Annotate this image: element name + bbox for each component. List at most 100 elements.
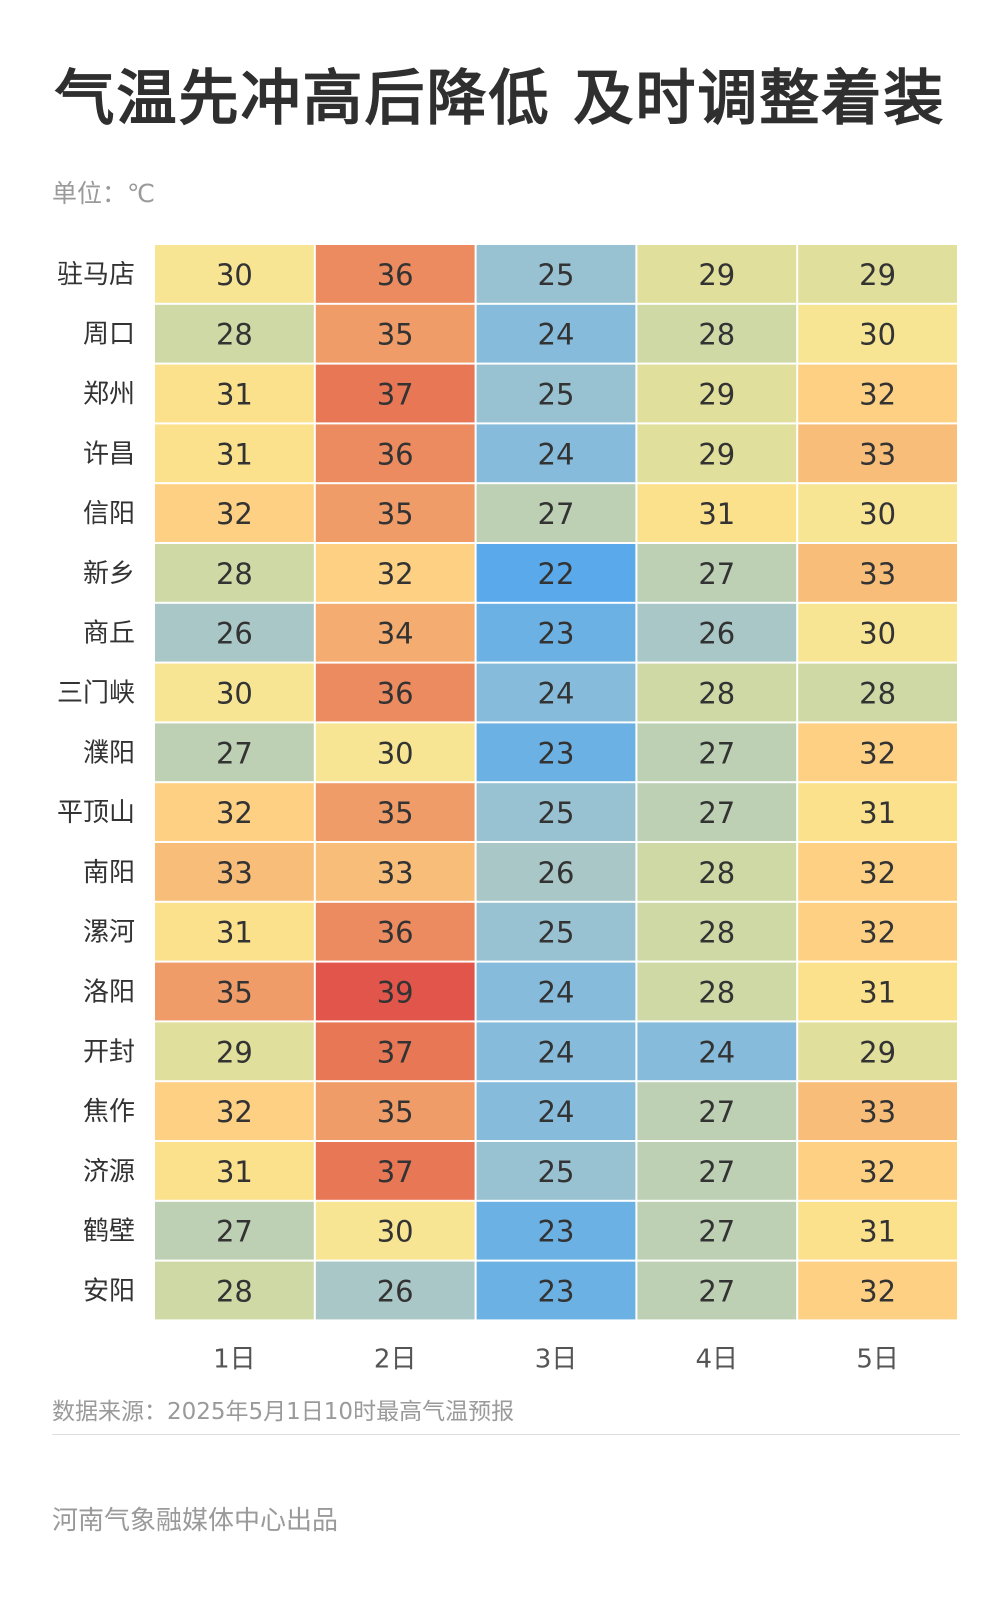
heatmap-cell bbox=[315, 484, 475, 542]
cell-value-label: 26 bbox=[538, 856, 575, 890]
heatmap-cell bbox=[155, 783, 314, 841]
cell-value-label: 24 bbox=[698, 1035, 735, 1069]
row-label: 济源 bbox=[83, 1157, 135, 1187]
cell-value-label: 28 bbox=[859, 677, 896, 711]
cell-value-label: 32 bbox=[859, 1155, 896, 1189]
heatmap-cell bbox=[315, 245, 475, 303]
cell-value-label: 31 bbox=[216, 437, 253, 471]
heatmap-cell bbox=[637, 663, 797, 722]
heatmap-cell bbox=[155, 544, 314, 602]
cell-value-label: 23 bbox=[538, 736, 575, 770]
row-label: 三门峡 bbox=[57, 679, 135, 709]
cell-value-label: 24 bbox=[538, 1035, 575, 1069]
cell-value-label: 30 bbox=[377, 736, 414, 770]
footer-divider bbox=[52, 1434, 960, 1435]
heatmap-cell bbox=[798, 603, 957, 662]
heatmap-cell bbox=[155, 843, 314, 901]
heatmap-cell bbox=[798, 484, 957, 542]
row-label: 商丘 bbox=[83, 619, 135, 649]
cell-value-label: 24 bbox=[538, 976, 575, 1010]
heatmap-cell bbox=[476, 1261, 636, 1320]
cell-value-label: 28 bbox=[698, 916, 735, 950]
cell-value-label: 36 bbox=[377, 916, 414, 950]
heatmap-cell bbox=[637, 1201, 797, 1260]
heatmap-cell bbox=[476, 364, 636, 423]
heatmap-cell bbox=[315, 1082, 475, 1140]
cell-value-label: 32 bbox=[216, 1095, 253, 1129]
cell-value-label: 30 bbox=[859, 318, 896, 352]
cell-value-label: 29 bbox=[698, 437, 735, 471]
heatmap-cell bbox=[476, 603, 636, 662]
heatmap-cell bbox=[798, 1082, 957, 1140]
unit-label: 单位：℃ bbox=[52, 179, 156, 208]
producer-credit: 河南气象融媒体中心出品 bbox=[52, 1506, 339, 1536]
heatmap-cell bbox=[476, 484, 636, 542]
cell-value-label: 35 bbox=[377, 497, 414, 531]
heatmap-cell bbox=[637, 1082, 797, 1140]
cell-value-label: 32 bbox=[859, 378, 896, 412]
cell-value-label: 27 bbox=[698, 1155, 735, 1189]
heatmap-cell bbox=[798, 245, 957, 303]
cell-value-label: 24 bbox=[538, 437, 575, 471]
row-label: 新乡 bbox=[83, 559, 135, 589]
cell-value-label: 30 bbox=[859, 497, 896, 531]
cell-value-label: 28 bbox=[216, 1275, 253, 1309]
heatmap-cell bbox=[315, 364, 475, 423]
heatmap-cell bbox=[155, 723, 314, 782]
temperature-heatmap: 驻马店 30 36 25 29 29 周口 28 35 24 28 30 郑州 31 37 25 29 32 许昌 3… bbox=[57, 245, 957, 1374]
cell-value-label: 31 bbox=[216, 378, 253, 412]
cell-value-label: 25 bbox=[538, 258, 575, 292]
heatmap-cell bbox=[315, 304, 475, 363]
heatmap-cell bbox=[637, 544, 797, 602]
row-label: 信阳 bbox=[83, 499, 135, 529]
cell-value-label: 26 bbox=[698, 617, 735, 651]
heatmap-cell bbox=[155, 1142, 314, 1200]
cell-value-label: 28 bbox=[698, 856, 735, 890]
cell-value-label: 32 bbox=[859, 916, 896, 950]
cell-value-label: 26 bbox=[216, 617, 253, 651]
row-label: 漯河 bbox=[83, 918, 135, 948]
cell-value-label: 31 bbox=[859, 976, 896, 1010]
heatmap-cell bbox=[315, 1142, 475, 1200]
cell-value-label: 26 bbox=[377, 1275, 414, 1309]
heatmap-cell bbox=[315, 843, 475, 901]
heatmap-cell bbox=[155, 1082, 314, 1140]
cell-value-label: 23 bbox=[538, 617, 575, 651]
heatmap-cell bbox=[637, 1261, 797, 1320]
cell-value-label: 37 bbox=[377, 1155, 414, 1189]
column-label: 5日 bbox=[856, 1344, 899, 1374]
cell-value-label: 31 bbox=[859, 1215, 896, 1249]
row-label: 开封 bbox=[83, 1037, 135, 1067]
heatmap-cell bbox=[315, 603, 475, 662]
heatmap-cell bbox=[155, 902, 314, 961]
cell-value-label: 33 bbox=[859, 437, 896, 471]
cell-value-label: 29 bbox=[859, 258, 896, 292]
heatmap-cell bbox=[155, 304, 314, 363]
chart-title: 气温先冲高后降低 及时调整着装 bbox=[54, 64, 946, 134]
cell-value-label: 32 bbox=[216, 497, 253, 531]
heatmap-cell bbox=[798, 1201, 957, 1260]
cell-value-label: 27 bbox=[216, 736, 253, 770]
cell-value-label: 29 bbox=[859, 1035, 896, 1069]
cell-value-label: 31 bbox=[216, 1155, 253, 1189]
cell-value-label: 30 bbox=[859, 617, 896, 651]
row-label: 平顶山 bbox=[57, 798, 135, 828]
heatmap-cell bbox=[637, 1022, 797, 1081]
heatmap-cell bbox=[476, 1022, 636, 1081]
cell-value-label: 30 bbox=[216, 677, 253, 711]
cell-value-label: 30 bbox=[216, 258, 253, 292]
cell-value-label: 37 bbox=[377, 378, 414, 412]
heatmap-cell bbox=[155, 364, 314, 423]
heatmap-cell bbox=[798, 1022, 957, 1081]
heatmap-cell bbox=[637, 902, 797, 961]
heatmap-cell bbox=[476, 843, 636, 901]
cell-value-label: 32 bbox=[377, 557, 414, 591]
cell-value-label: 28 bbox=[698, 677, 735, 711]
cell-value-label: 27 bbox=[698, 736, 735, 770]
cell-value-label: 27 bbox=[216, 1215, 253, 1249]
cell-value-label: 35 bbox=[377, 1095, 414, 1129]
heatmap-cell bbox=[798, 1142, 957, 1200]
cell-value-label: 31 bbox=[859, 796, 896, 830]
cell-value-label: 23 bbox=[538, 1215, 575, 1249]
heatmap-cell bbox=[315, 902, 475, 961]
